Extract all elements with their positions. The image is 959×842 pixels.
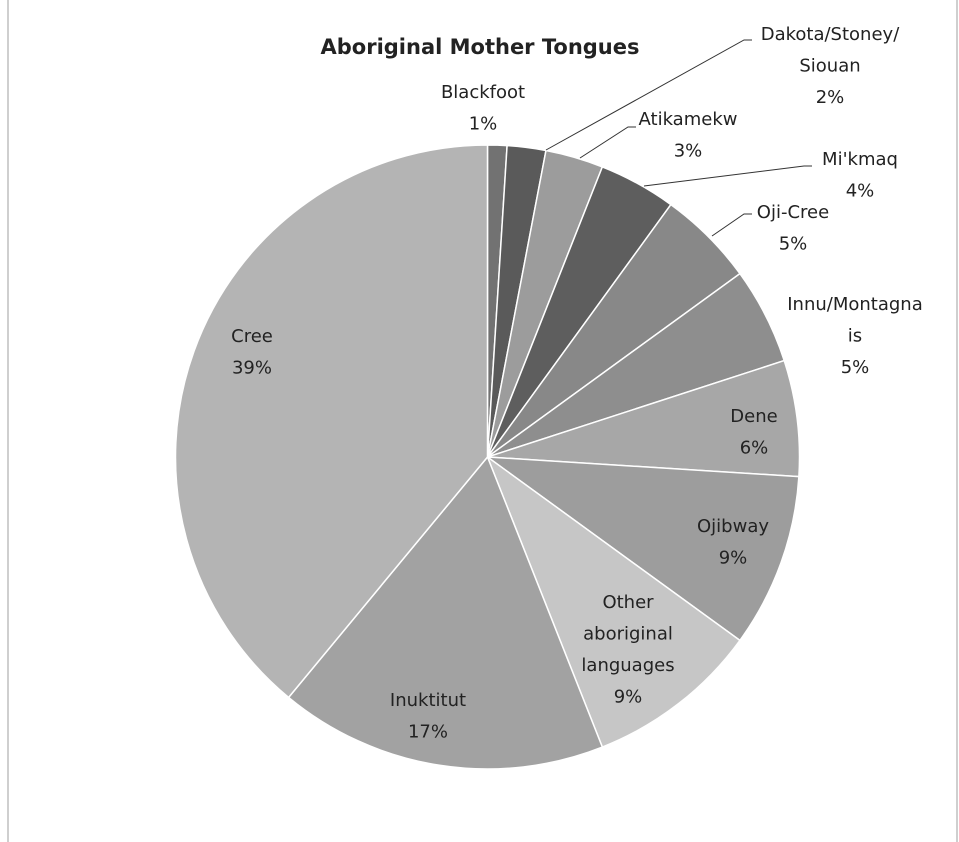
- slice-label: Mi'kmaq: [822, 149, 898, 170]
- value-label: 1%: [469, 114, 498, 135]
- value-label: 5%: [779, 234, 808, 255]
- pie-slice: [484, 456, 800, 642]
- value-label: 3%: [674, 141, 703, 162]
- value-label: 17%: [408, 722, 448, 743]
- slice-label: Inuktitut: [390, 690, 466, 711]
- value-label: 4%: [846, 181, 875, 202]
- slice-label: Dene: [730, 406, 777, 427]
- pie-slice: [485, 454, 741, 749]
- pie-slice: [174, 144, 489, 699]
- value-label: 5%: [841, 357, 870, 378]
- leader-line: [643, 165, 812, 187]
- leader-line: [545, 39, 752, 151]
- value-label: 6%: [740, 438, 769, 459]
- slice-label: Cree: [231, 326, 273, 347]
- slice-label: Dakota/Stoney/Siouan: [761, 24, 900, 77]
- slice-label: Innu/Montagna is: [787, 294, 923, 347]
- value-label: 9%: [719, 548, 748, 569]
- leader-line: [579, 126, 636, 159]
- slice-label: Other aboriginal languages: [581, 592, 674, 676]
- chart-title: Aboriginal Mother Tongues: [321, 35, 640, 59]
- slice-label: Atikamekw: [639, 109, 738, 130]
- chart-frame: [7, 0, 958, 842]
- value-label: 9%: [614, 687, 643, 708]
- slice-label: Oji-Cree: [757, 202, 829, 223]
- slice-label: Ojibway: [697, 516, 769, 537]
- value-label: 39%: [232, 358, 272, 379]
- leader-line: [711, 213, 752, 237]
- pie-slice: [287, 455, 604, 770]
- value-label: 2%: [816, 87, 845, 108]
- slice-label: Blackfoot: [441, 82, 525, 103]
